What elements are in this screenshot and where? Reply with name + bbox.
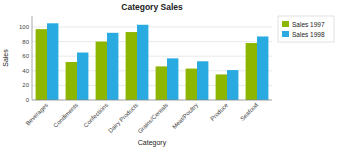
bar [197,61,208,100]
legend-label: Sales 1997 [292,21,325,28]
x-tick-label: Dairy Products [107,102,139,134]
chart: Category Sales 0 20 40 60 80 100 BeveragesCondi… [0,0,340,148]
legend-frame [278,16,334,42]
y-tick-label: 100 [19,24,30,30]
grid-line [32,26,272,27]
bar [156,66,167,100]
bar [36,29,47,100]
bar [216,74,227,100]
y-tick-label: 80 [22,39,29,45]
bar [77,53,88,100]
legend-swatch [282,21,289,27]
bar [107,33,118,100]
bar [126,32,137,100]
y-axis-label: Sales [2,49,9,67]
bar [47,23,58,100]
bar [186,69,197,100]
x-tick-label: Produce [209,101,230,122]
x-axis-label: Category [138,139,167,147]
bar [227,70,238,100]
y-axis-line [32,16,33,100]
bar [96,42,107,100]
grid-line [32,100,272,101]
x-tick-label: Seafood [239,102,259,122]
legend-swatch [282,31,289,37]
x-tick-label: Confections [83,102,110,129]
bar [167,58,178,100]
bar [257,36,268,100]
x-tick-label: Meat/Poultry [171,102,199,130]
x-tick-label: Beverages [25,102,50,127]
y-tick-label: 0 [26,97,30,103]
bar [66,62,77,100]
legend: Sales 1997 Sales 1998 [278,16,334,42]
grid [32,27,272,100]
x-tick-label: Condiments [52,102,79,129]
bars [36,23,269,100]
grid-line [32,56,272,57]
bar [137,25,148,100]
bar [246,43,257,100]
title: Category Sales [121,2,183,12]
grid-line [32,41,272,42]
y-tick-label: 40 [22,68,29,74]
x-tick-label: Grains/Cereals [137,102,170,135]
y-tick-label: 20 [22,82,29,88]
x-axis-line [32,100,272,101]
y-tick-label: 60 [22,53,29,59]
legend-label: Sales 1998 [292,31,325,38]
